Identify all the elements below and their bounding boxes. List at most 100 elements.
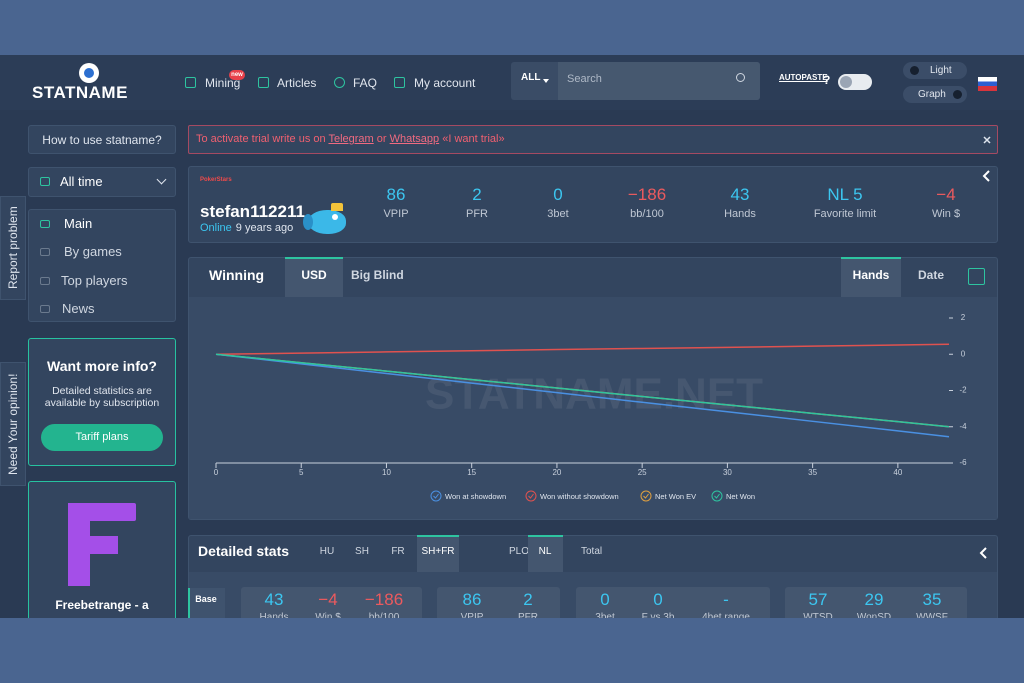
chart-title: Winning bbox=[209, 267, 265, 283]
top-band bbox=[0, 0, 1024, 55]
section-label: Base bbox=[195, 594, 217, 604]
theme-pill[interactable] bbox=[903, 62, 967, 79]
unit-tab[interactable]: USD bbox=[301, 268, 327, 282]
stat-label: WWSF bbox=[916, 609, 948, 627]
stat-value: −186 bbox=[627, 185, 667, 204]
flag[interactable] bbox=[978, 77, 997, 91]
menu-item[interactable]: Top players bbox=[61, 273, 128, 288]
stat-value: −4 bbox=[318, 590, 338, 609]
game-tab[interactable]: NL bbox=[538, 546, 552, 557]
stat-label: bb/100 bbox=[630, 208, 664, 220]
avatar-tail bbox=[303, 214, 313, 230]
tab-active bbox=[528, 535, 563, 572]
stat-value: - bbox=[723, 590, 729, 609]
expand-icon[interactable] bbox=[968, 268, 985, 285]
since: 9 years ago bbox=[235, 222, 294, 234]
status: Online bbox=[200, 222, 232, 234]
theme-dot bbox=[910, 66, 919, 75]
nav-link[interactable]: Articles bbox=[277, 76, 317, 90]
promo-button[interactable]: Tariff plans bbox=[41, 424, 163, 451]
notice bbox=[188, 125, 998, 154]
search-icon bbox=[736, 73, 745, 82]
avatar-crown bbox=[331, 203, 343, 211]
room: PokerStars bbox=[200, 177, 232, 183]
stat-value: 86 bbox=[462, 590, 482, 609]
section-tab[interactable] bbox=[188, 588, 225, 620]
unit-tab[interactable]: Big Blind bbox=[351, 268, 404, 282]
help: ? bbox=[823, 73, 831, 87]
avatar-eye bbox=[332, 214, 338, 220]
player-name: stefan112211 bbox=[200, 202, 305, 221]
avatar-body bbox=[308, 210, 346, 234]
stat-value: 57 bbox=[808, 590, 828, 609]
stat-label: 4bet range bbox=[702, 609, 750, 627]
toggle-knob bbox=[840, 76, 852, 88]
menu-icon bbox=[40, 305, 50, 313]
period-icon bbox=[40, 177, 50, 186]
player-status: Online 9 years ago bbox=[200, 220, 293, 236]
stat-value: 0 bbox=[653, 590, 663, 609]
notice-link[interactable]: Telegram bbox=[328, 133, 374, 145]
stat-value: 29 bbox=[864, 590, 884, 609]
tab-active bbox=[841, 257, 901, 297]
game-tab[interactable]: Total bbox=[581, 546, 603, 557]
autopaste[interactable]: AUTOPASTE bbox=[779, 73, 828, 82]
stat-label: 3bet bbox=[595, 609, 614, 627]
graph-pill[interactable] bbox=[903, 86, 967, 103]
stat-value: 35 bbox=[922, 590, 942, 609]
promo-text: Detailed statistics are available by sub… bbox=[44, 385, 160, 409]
menu-item[interactable]: By games bbox=[64, 244, 122, 259]
graph-dot bbox=[953, 90, 962, 99]
side-tab[interactable]: Report problem bbox=[0, 196, 26, 300]
bottom-band bbox=[0, 618, 1024, 683]
nav-link[interactable]: My account bbox=[414, 76, 476, 90]
game-tab[interactable]: PLO bbox=[509, 546, 530, 557]
axis-tab[interactable]: Hands bbox=[852, 268, 890, 282]
ad-logo-mid bbox=[68, 536, 118, 554]
format-tab[interactable]: SH bbox=[355, 546, 369, 557]
format-tab[interactable]: HU bbox=[319, 546, 335, 557]
stat-label: WonSD bbox=[857, 609, 891, 627]
stat-label: Win $ bbox=[931, 208, 961, 220]
notice-text: To activate trial write us on Telegram o… bbox=[196, 131, 505, 147]
format-tab[interactable]: FR bbox=[391, 546, 405, 557]
stat-label: Hands bbox=[724, 208, 756, 220]
format-tab[interactable]: SH+FR bbox=[421, 546, 455, 557]
stat-value: −4 bbox=[936, 185, 956, 204]
nav-icon bbox=[185, 77, 196, 88]
menu-icon bbox=[40, 248, 50, 256]
stat-value: 0 bbox=[600, 590, 610, 609]
how-to-button[interactable]: How to use statname? bbox=[28, 125, 176, 154]
period-label: All time bbox=[60, 174, 103, 189]
logo-icon-inner bbox=[84, 68, 94, 78]
ad-title: Freebetrange - a bbox=[55, 598, 149, 612]
profile bbox=[188, 166, 998, 243]
stat-value: 43 bbox=[730, 185, 750, 204]
menu-item[interactable]: News bbox=[62, 301, 95, 316]
search-placeholder: Search bbox=[567, 73, 602, 85]
notice-text-part: or bbox=[373, 133, 390, 145]
theme-label: Light bbox=[930, 65, 952, 76]
stat-value: −186 bbox=[364, 590, 404, 609]
stat-value: NL 5 bbox=[827, 185, 863, 204]
stat-label: 3bet bbox=[547, 208, 569, 220]
logo: STATNAME bbox=[32, 83, 128, 102]
axis-tab[interactable]: Date bbox=[918, 268, 945, 282]
search-field[interactable] bbox=[558, 62, 760, 100]
stat-value: 2 bbox=[523, 590, 533, 609]
nav-icon bbox=[258, 77, 269, 88]
stat-label: Favorite limit bbox=[813, 208, 877, 220]
nav-link[interactable]: FAQ bbox=[353, 76, 378, 90]
search-caret bbox=[543, 79, 549, 83]
nav-icon bbox=[334, 77, 345, 88]
period-select[interactable] bbox=[28, 167, 176, 197]
stat-label: VPIP bbox=[461, 609, 484, 627]
graph-label: Graph bbox=[918, 89, 946, 100]
nav-icon bbox=[394, 77, 405, 88]
stat-label: F vs 3b bbox=[642, 609, 675, 627]
side-tab[interactable]: Need Your opinion! bbox=[0, 362, 26, 486]
tab-active bbox=[417, 535, 459, 572]
search-scope[interactable]: ALL bbox=[521, 72, 541, 83]
notice-link[interactable]: Whatsapp bbox=[389, 133, 440, 145]
menu-item[interactable]: Main bbox=[64, 216, 93, 231]
